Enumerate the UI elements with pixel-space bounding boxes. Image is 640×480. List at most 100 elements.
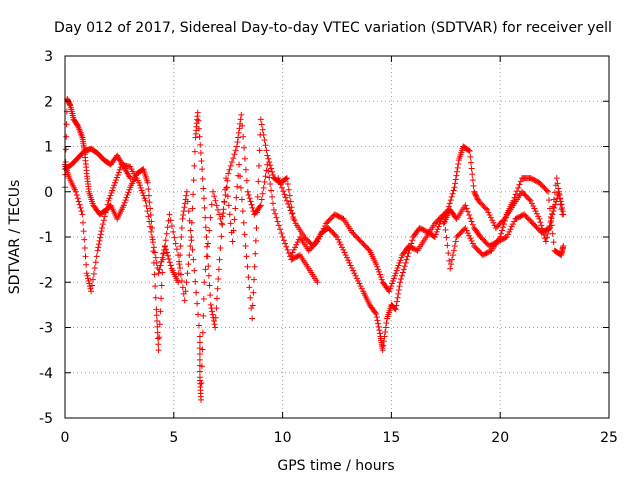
data-point-marker <box>530 202 537 209</box>
data-point-marker <box>199 346 206 353</box>
data-point-marker <box>83 261 90 268</box>
data-point-marker <box>351 270 358 277</box>
data-point-marker <box>278 184 285 191</box>
data-point-marker <box>550 196 557 203</box>
data-point-marker <box>206 227 213 234</box>
data-point-marker <box>214 206 221 213</box>
data-point-marker <box>95 244 102 251</box>
data-point-marker <box>155 341 162 348</box>
data-point-marker <box>258 121 265 128</box>
data-point-marker <box>393 267 400 274</box>
data-point-marker <box>141 195 148 202</box>
data-point-marker <box>121 199 128 206</box>
data-point-marker <box>234 183 241 190</box>
data-point-marker <box>207 301 214 308</box>
data-point-marker <box>278 230 285 237</box>
data-point-marker <box>315 235 322 242</box>
data-point-marker <box>211 193 218 200</box>
data-point-marker <box>227 220 234 227</box>
data-point-marker <box>160 250 167 257</box>
data-point-marker <box>122 197 129 204</box>
data-point-marker <box>172 240 179 247</box>
data-point-marker <box>553 175 560 182</box>
data-point-marker <box>264 161 271 168</box>
data-point-marker <box>383 319 390 326</box>
data-point-marker <box>90 270 97 277</box>
data-point-marker <box>372 309 379 316</box>
data-point-marker <box>513 188 520 195</box>
data-point-marker <box>382 324 389 331</box>
data-points <box>62 95 567 403</box>
data-point-marker <box>450 247 457 254</box>
data-point-marker <box>272 210 279 217</box>
data-point-marker <box>557 201 564 208</box>
data-point-marker <box>154 318 161 325</box>
data-point-marker <box>209 308 216 315</box>
data-point-marker <box>99 221 106 228</box>
data-point-marker <box>393 298 400 305</box>
data-point-marker <box>355 277 362 284</box>
data-point-marker <box>81 244 88 251</box>
data-point-marker <box>502 234 509 241</box>
data-point-marker <box>149 234 156 240</box>
data-point-marker <box>393 302 400 309</box>
data-point-marker <box>196 368 203 375</box>
data-point-marker <box>472 192 479 199</box>
y-tick-label: -3 <box>39 321 53 337</box>
data-point-marker <box>89 276 96 283</box>
data-point-marker <box>199 175 206 182</box>
data-point-marker <box>139 190 146 197</box>
data-point-marker <box>506 228 513 235</box>
data-point-marker <box>152 283 159 290</box>
data-point-marker <box>467 159 474 166</box>
data-point-marker <box>214 295 221 302</box>
data-point-marker <box>215 276 222 283</box>
data-point-marker <box>204 240 211 247</box>
data-point-marker <box>449 190 456 197</box>
data-point-marker <box>388 283 395 290</box>
data-point-marker <box>183 188 190 195</box>
data-point-marker <box>449 252 456 259</box>
data-point-marker <box>511 194 518 201</box>
data-point-marker <box>442 226 449 233</box>
data-point-marker <box>280 237 287 244</box>
data-point-marker <box>224 177 231 184</box>
data-point-marker <box>254 193 261 200</box>
data-point-marker <box>335 236 342 243</box>
data-point-marker <box>433 228 440 235</box>
data-point-marker <box>178 234 185 240</box>
data-point-marker <box>375 323 382 330</box>
data-point-marker <box>376 271 383 278</box>
data-point-marker <box>216 211 223 218</box>
data-point-marker <box>499 224 506 231</box>
data-point-marker <box>269 168 276 175</box>
data-point-marker <box>451 184 458 191</box>
data-point-marker <box>179 284 186 291</box>
data-point-marker <box>558 206 565 213</box>
data-point-marker <box>455 160 462 167</box>
data-point-marker <box>231 151 238 158</box>
data-point-marker <box>107 192 114 199</box>
data-point-marker <box>195 311 202 318</box>
data-point-marker <box>74 122 81 129</box>
data-point-marker <box>62 146 69 153</box>
data-point-marker <box>240 219 247 226</box>
data-point-marker <box>109 187 116 194</box>
data-point-marker <box>138 187 145 194</box>
data-point-marker <box>147 223 154 230</box>
data-point-marker <box>466 148 473 155</box>
data-point-marker <box>265 155 272 162</box>
data-point-marker <box>185 261 192 268</box>
data-point-marker <box>473 193 480 200</box>
data-point-marker <box>206 282 213 289</box>
data-point-marker <box>155 347 162 354</box>
data-point-marker <box>405 250 412 257</box>
data-point-marker <box>191 148 198 155</box>
data-point-marker <box>182 288 189 295</box>
data-point-marker <box>198 363 205 370</box>
data-point-marker <box>395 290 402 297</box>
data-point-marker <box>453 168 460 175</box>
data-point-marker <box>532 208 539 215</box>
data-point-marker <box>156 321 163 328</box>
